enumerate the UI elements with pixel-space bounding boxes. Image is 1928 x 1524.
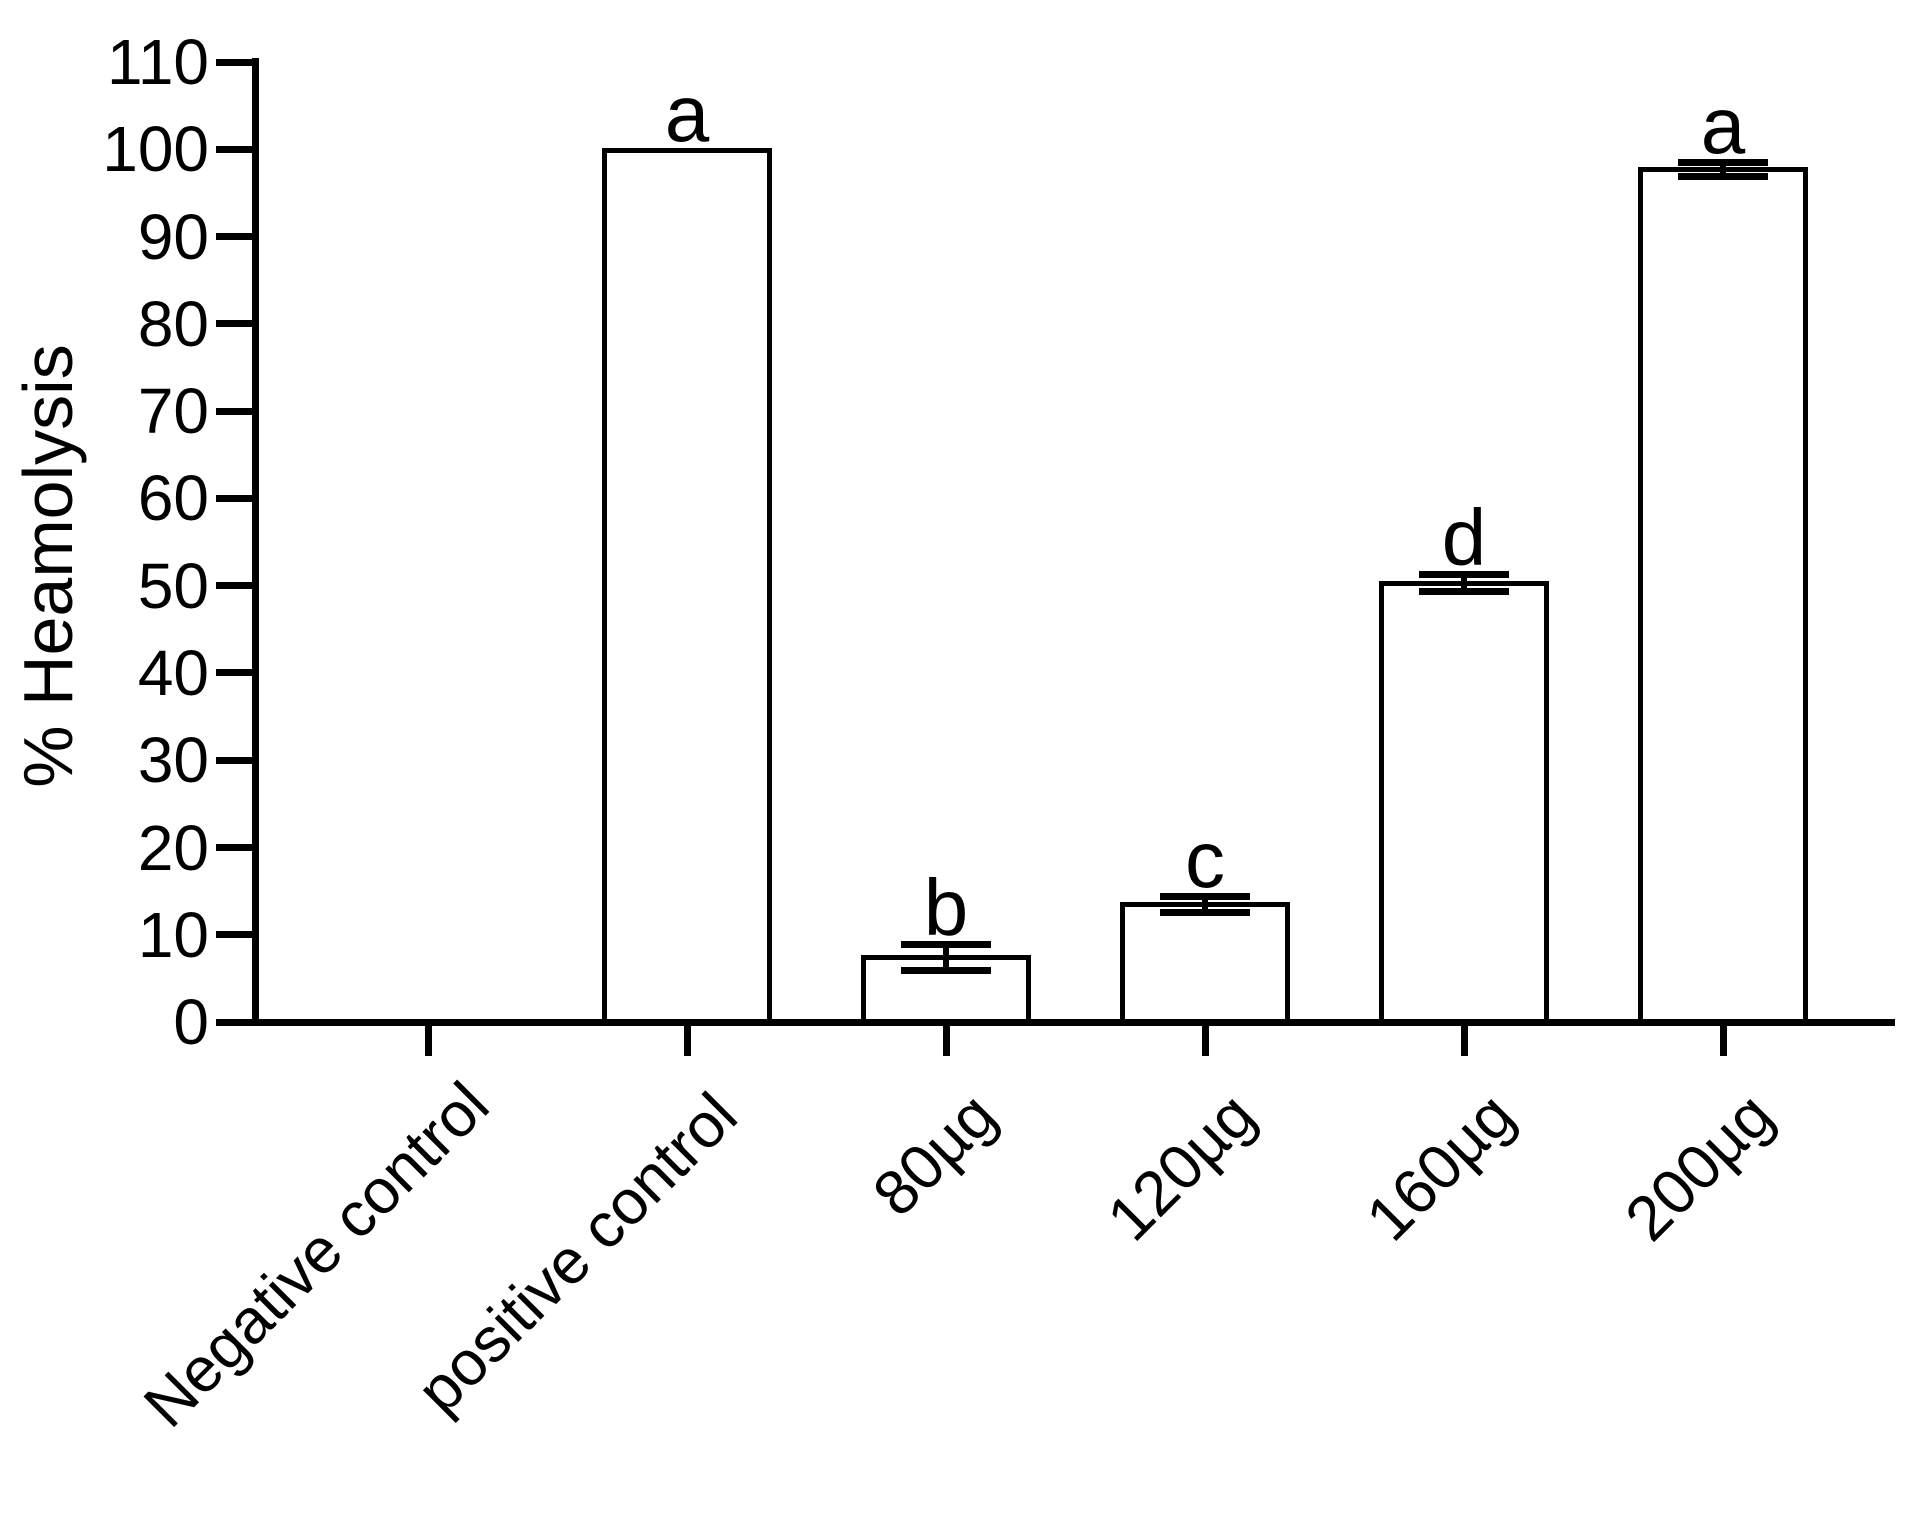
y-tick: [216, 669, 252, 677]
y-tick-label: 40: [137, 636, 209, 709]
y-tick: [216, 145, 252, 153]
error-bar-line: [1720, 162, 1726, 177]
y-tick-label: 110: [106, 26, 209, 98]
significance-letter: b: [923, 863, 969, 953]
y-tick: [216, 582, 252, 590]
error-bar-cap-top: [1678, 158, 1768, 166]
y-tick: [216, 233, 252, 240]
y-tick: [216, 320, 252, 328]
y-tick-label: 10: [137, 898, 209, 971]
significance-letter: a: [664, 69, 710, 159]
y-tick: [216, 58, 252, 66]
x-tick: [424, 1022, 432, 1056]
y-tick-label: 20: [137, 811, 209, 884]
bar-4: [1379, 580, 1549, 1024]
y-tick: [216, 844, 252, 851]
x-tick: [1201, 1022, 1209, 1056]
error-bar-cap-top: [901, 940, 991, 948]
y-tick-label: 80: [137, 287, 209, 360]
significance-letter: a: [1700, 81, 1746, 171]
error-bar-cap-top: [1419, 570, 1509, 578]
y-tick: [216, 407, 252, 415]
x-tick: [942, 1022, 950, 1056]
y-tick-label: 50: [137, 549, 209, 622]
significance-letter: c: [1185, 815, 1225, 905]
x-tick: [683, 1022, 691, 1056]
y-tick-label: 70: [137, 375, 209, 448]
bar-3: [1120, 901, 1290, 1024]
y-tick: [216, 494, 252, 502]
significance-letter: d: [1441, 493, 1487, 583]
y-tick: [216, 1018, 252, 1026]
error-bar-line: [1202, 896, 1208, 912]
y-tick: [216, 931, 252, 939]
x-axis-line: [252, 1019, 1895, 1026]
error-bar-cap-top: [1160, 892, 1250, 900]
error-bar-cap-bottom: [1160, 908, 1250, 916]
y-tick-label: 0: [173, 986, 209, 1058]
error-bar-cap-bottom: [1419, 588, 1509, 596]
x-tick: [1460, 1022, 1468, 1056]
error-bar-line: [1461, 574, 1467, 592]
y-axis-line: [252, 58, 259, 1026]
y-tick-label: 30: [137, 724, 209, 797]
y-tick-label: 100: [102, 113, 209, 186]
error-bar-cap-bottom: [901, 967, 991, 974]
error-bar-cap-bottom: [1678, 172, 1768, 180]
y-tick-label: 60: [137, 462, 209, 535]
y-tick: [216, 756, 252, 764]
y-tick-label: 90: [137, 200, 209, 273]
x-tick: [1719, 1022, 1727, 1056]
error-bar-line: [943, 944, 949, 971]
bar-1: [602, 147, 772, 1024]
bar-5: [1638, 166, 1808, 1024]
